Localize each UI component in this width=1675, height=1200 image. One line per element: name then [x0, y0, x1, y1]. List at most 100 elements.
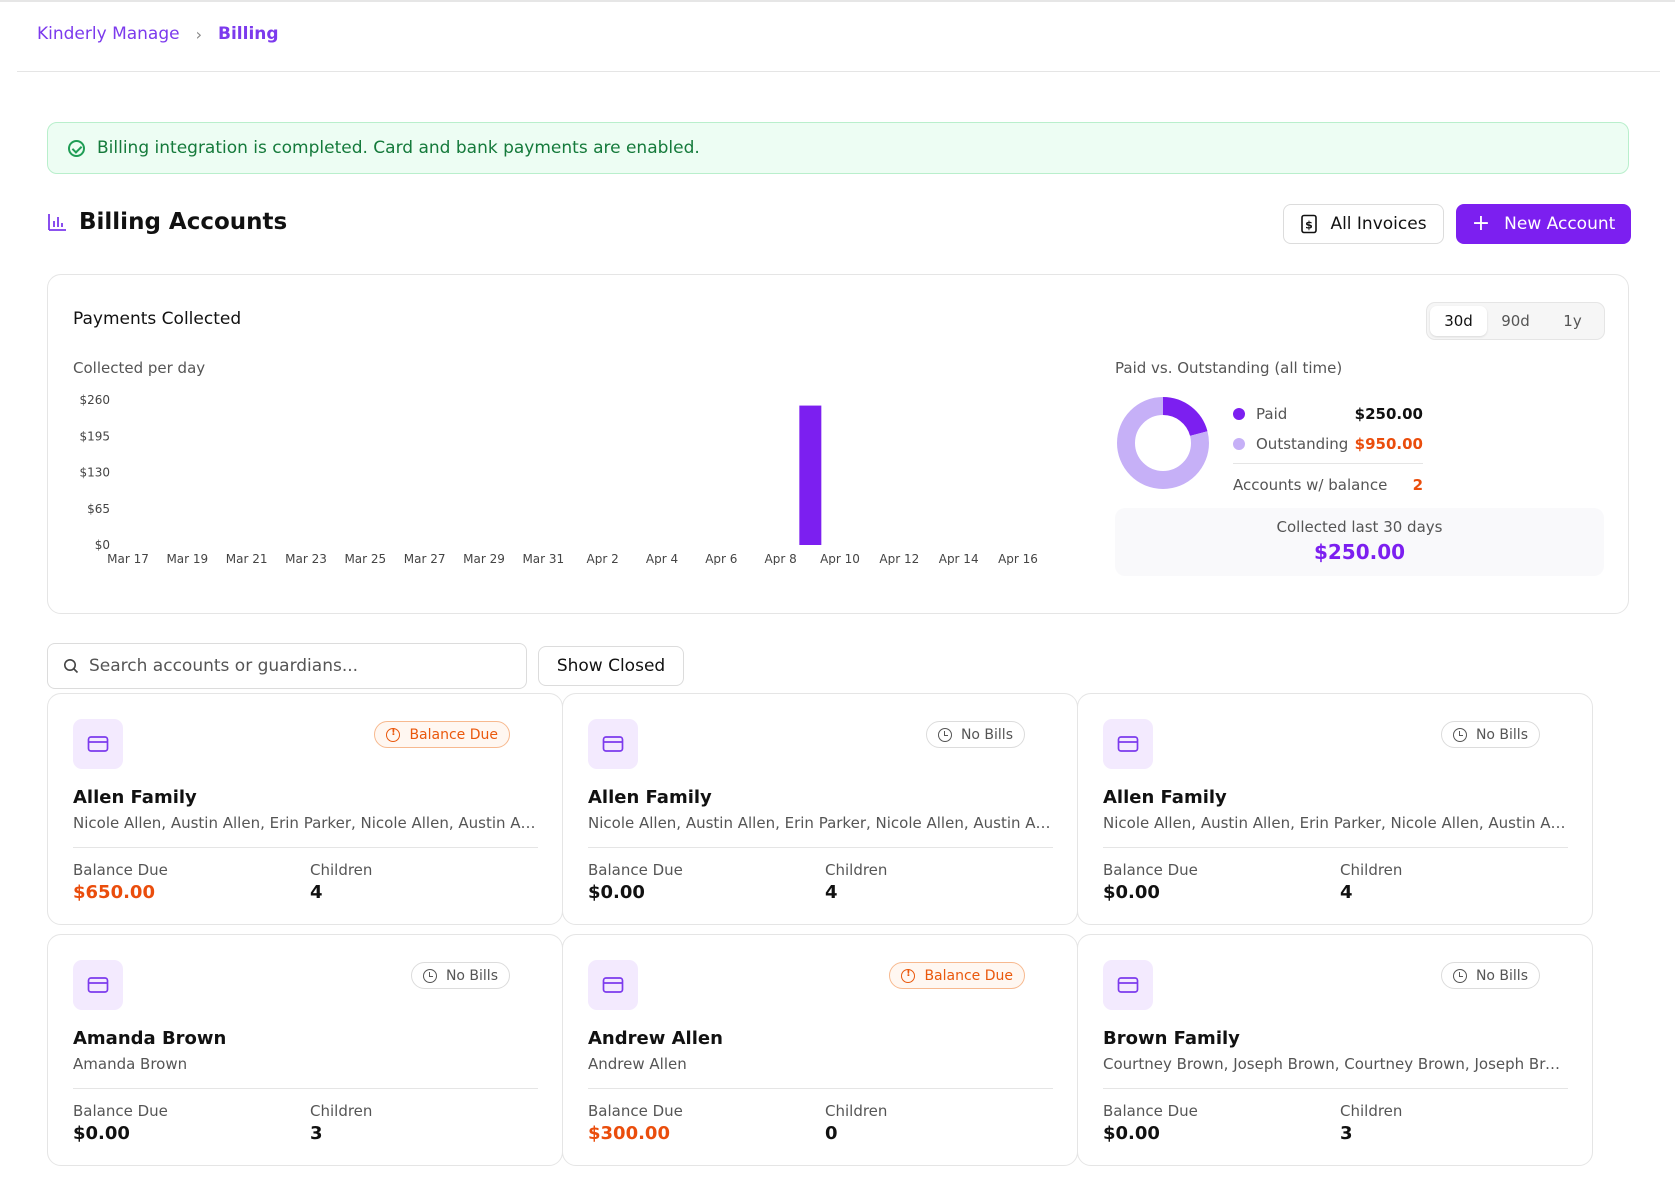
chevron-right-icon: ›	[195, 24, 203, 44]
account-card[interactable]: No Bills Amanda Brown Amanda Brown Balance …	[47, 934, 563, 1166]
children-count: 4	[310, 882, 323, 903]
paid-outstanding-donut	[1115, 395, 1211, 495]
account-guardians: Andrew Allen	[588, 1055, 687, 1073]
clock-icon	[1452, 727, 1467, 742]
y-tick-label: $195	[79, 429, 110, 443]
paid-label: Paid	[1256, 405, 1288, 423]
outstanding-dot	[1233, 438, 1245, 450]
svg-text:$: $	[1306, 219, 1314, 232]
x-tick-label: Apr 10	[820, 552, 860, 565]
account-guardians: Amanda Brown	[73, 1055, 188, 1073]
x-tick-label: Mar 29	[463, 552, 505, 565]
show-closed-button[interactable]: Show Closed	[538, 646, 684, 686]
x-tick-label: Apr 8	[765, 552, 797, 565]
x-tick-label: Mar 25	[344, 552, 386, 565]
credit-card-icon	[588, 719, 638, 769]
paid-vs-outstanding-label: Paid vs. Outstanding (all time)	[1115, 359, 1343, 377]
x-tick-label: Apr 16	[998, 552, 1038, 565]
breadcrumb-current: Billing	[218, 24, 279, 44]
x-tick-label: Mar 21	[226, 552, 268, 565]
header-divider	[17, 71, 1660, 72]
y-tick-label: $260	[79, 393, 110, 407]
status-badge: No Bills	[925, 721, 1025, 748]
legend-accounts-with-balance: Accounts w/ balance 2	[1233, 470, 1423, 500]
y-tick-label: $65	[87, 502, 110, 516]
all-invoices-label: All Invoices	[1330, 214, 1427, 234]
balance-due-value: $300.00	[588, 1123, 670, 1144]
alert-circle-icon	[901, 968, 916, 983]
all-invoices-button[interactable]: $ All Invoices	[1283, 204, 1444, 244]
card-divider	[588, 847, 1053, 848]
x-tick-label: Apr 12	[879, 552, 919, 565]
collected-label: Collected last 30 days	[1276, 518, 1443, 536]
children-label: Children	[1340, 1102, 1403, 1120]
account-guardians: Courtney Brown, Joseph Brown, Courtney B…	[1103, 1055, 1568, 1073]
credit-card-icon	[1103, 719, 1153, 769]
clock-icon	[1452, 968, 1467, 983]
alert-message: Billing integration is completed. Card a…	[97, 138, 700, 158]
account-card[interactable]: Balance Due Allen Family Nicole Allen, Aus…	[47, 693, 563, 925]
accounts-with-balance-value: 2	[1412, 476, 1423, 494]
children-count: 3	[310, 1123, 323, 1144]
credit-card-icon	[73, 960, 123, 1010]
search-input[interactable]: Search accounts or guardians...	[47, 643, 527, 689]
status-badge-label: No Bills	[1475, 967, 1528, 984]
range-option-90d[interactable]: 90d	[1501, 312, 1530, 330]
balance-due-label: Balance Due	[1103, 1102, 1198, 1120]
account-guardians: Nicole Allen, Austin Allen, Erin Parker,…	[73, 814, 538, 832]
x-tick-label: Mar 23	[285, 552, 327, 565]
breadcrumb-root-link[interactable]: Kinderly Manage	[37, 24, 180, 44]
account-card[interactable]: No Bills Allen Family Nicole Allen, Austin…	[562, 693, 1078, 925]
alert-circle-icon	[386, 727, 401, 742]
legend-divider	[1233, 463, 1423, 464]
x-tick-label: Apr 4	[646, 552, 678, 565]
balance-due-value: $0.00	[1103, 882, 1160, 903]
status-badge-label: No Bills	[1475, 726, 1528, 743]
balance-due-label: Balance Due	[588, 1102, 683, 1120]
range-toggle: 30d 90d 1y	[1426, 302, 1605, 340]
range-option-30d[interactable]: 30d	[1430, 306, 1487, 336]
account-name: Allen Family	[588, 787, 712, 808]
check-circle-icon	[68, 139, 85, 157]
x-tick-label: Apr 6	[705, 552, 737, 565]
status-badge: Balance Due	[889, 962, 1025, 989]
status-badge-label: Balance Due	[924, 967, 1013, 984]
account-card[interactable]: Balance Due Andrew Allen Andrew Allen Balan…	[562, 934, 1078, 1166]
account-name: Allen Family	[73, 787, 197, 808]
account-card[interactable]: No Bills Allen Family Nicole Allen, Austin…	[1077, 693, 1593, 925]
legend-outstanding: Outstanding $950.00	[1233, 429, 1423, 459]
clock-icon	[937, 727, 952, 742]
y-tick-label: $130	[79, 466, 110, 480]
children-label: Children	[825, 1102, 888, 1120]
balance-due-value: $0.00	[588, 882, 645, 903]
status-badge: No Bills	[1440, 962, 1540, 989]
status-badge: No Bills	[1440, 721, 1540, 748]
collected-value: $250.00	[1313, 540, 1406, 564]
children-label: Children	[825, 861, 888, 879]
x-tick-label: Mar 19	[166, 552, 208, 565]
children-label: Children	[1340, 861, 1403, 879]
clock-icon	[422, 968, 437, 983]
account-guardians: Nicole Allen, Austin Allen, Erin Parker,…	[1103, 814, 1568, 832]
credit-card-icon	[588, 960, 638, 1010]
balance-due-label: Balance Due	[73, 1102, 168, 1120]
invoice-icon: $	[1301, 214, 1318, 234]
bar	[799, 405, 822, 545]
new-account-button[interactable]: + New Account	[1456, 204, 1631, 244]
status-badge: Balance Due	[374, 721, 510, 748]
account-card[interactable]: No Bills Brown Family Courtney Brown, Jose…	[1077, 934, 1593, 1166]
range-option-1y[interactable]: 1y	[1563, 312, 1582, 330]
balance-due-value: $0.00	[73, 1123, 130, 1144]
balance-due-value: $0.00	[1103, 1123, 1160, 1144]
account-guardians: Nicole Allen, Austin Allen, Erin Parker,…	[588, 814, 1053, 832]
account-name: Andrew Allen	[588, 1028, 723, 1049]
paid-value: $250.00	[1354, 405, 1423, 423]
per-day-label: Collected per day	[73, 359, 206, 377]
account-name: Brown Family	[1103, 1028, 1240, 1049]
payments-card: Payments Collected 30d 90d 1y Collected …	[47, 274, 1629, 614]
card-divider	[73, 847, 538, 848]
x-tick-label: Apr 14	[939, 552, 979, 565]
donut-slice-outstanding	[1117, 397, 1209, 489]
status-badge: No Bills	[410, 962, 510, 989]
donut-legend: Paid $250.00 Outstanding $950.00 Account…	[1233, 399, 1423, 500]
